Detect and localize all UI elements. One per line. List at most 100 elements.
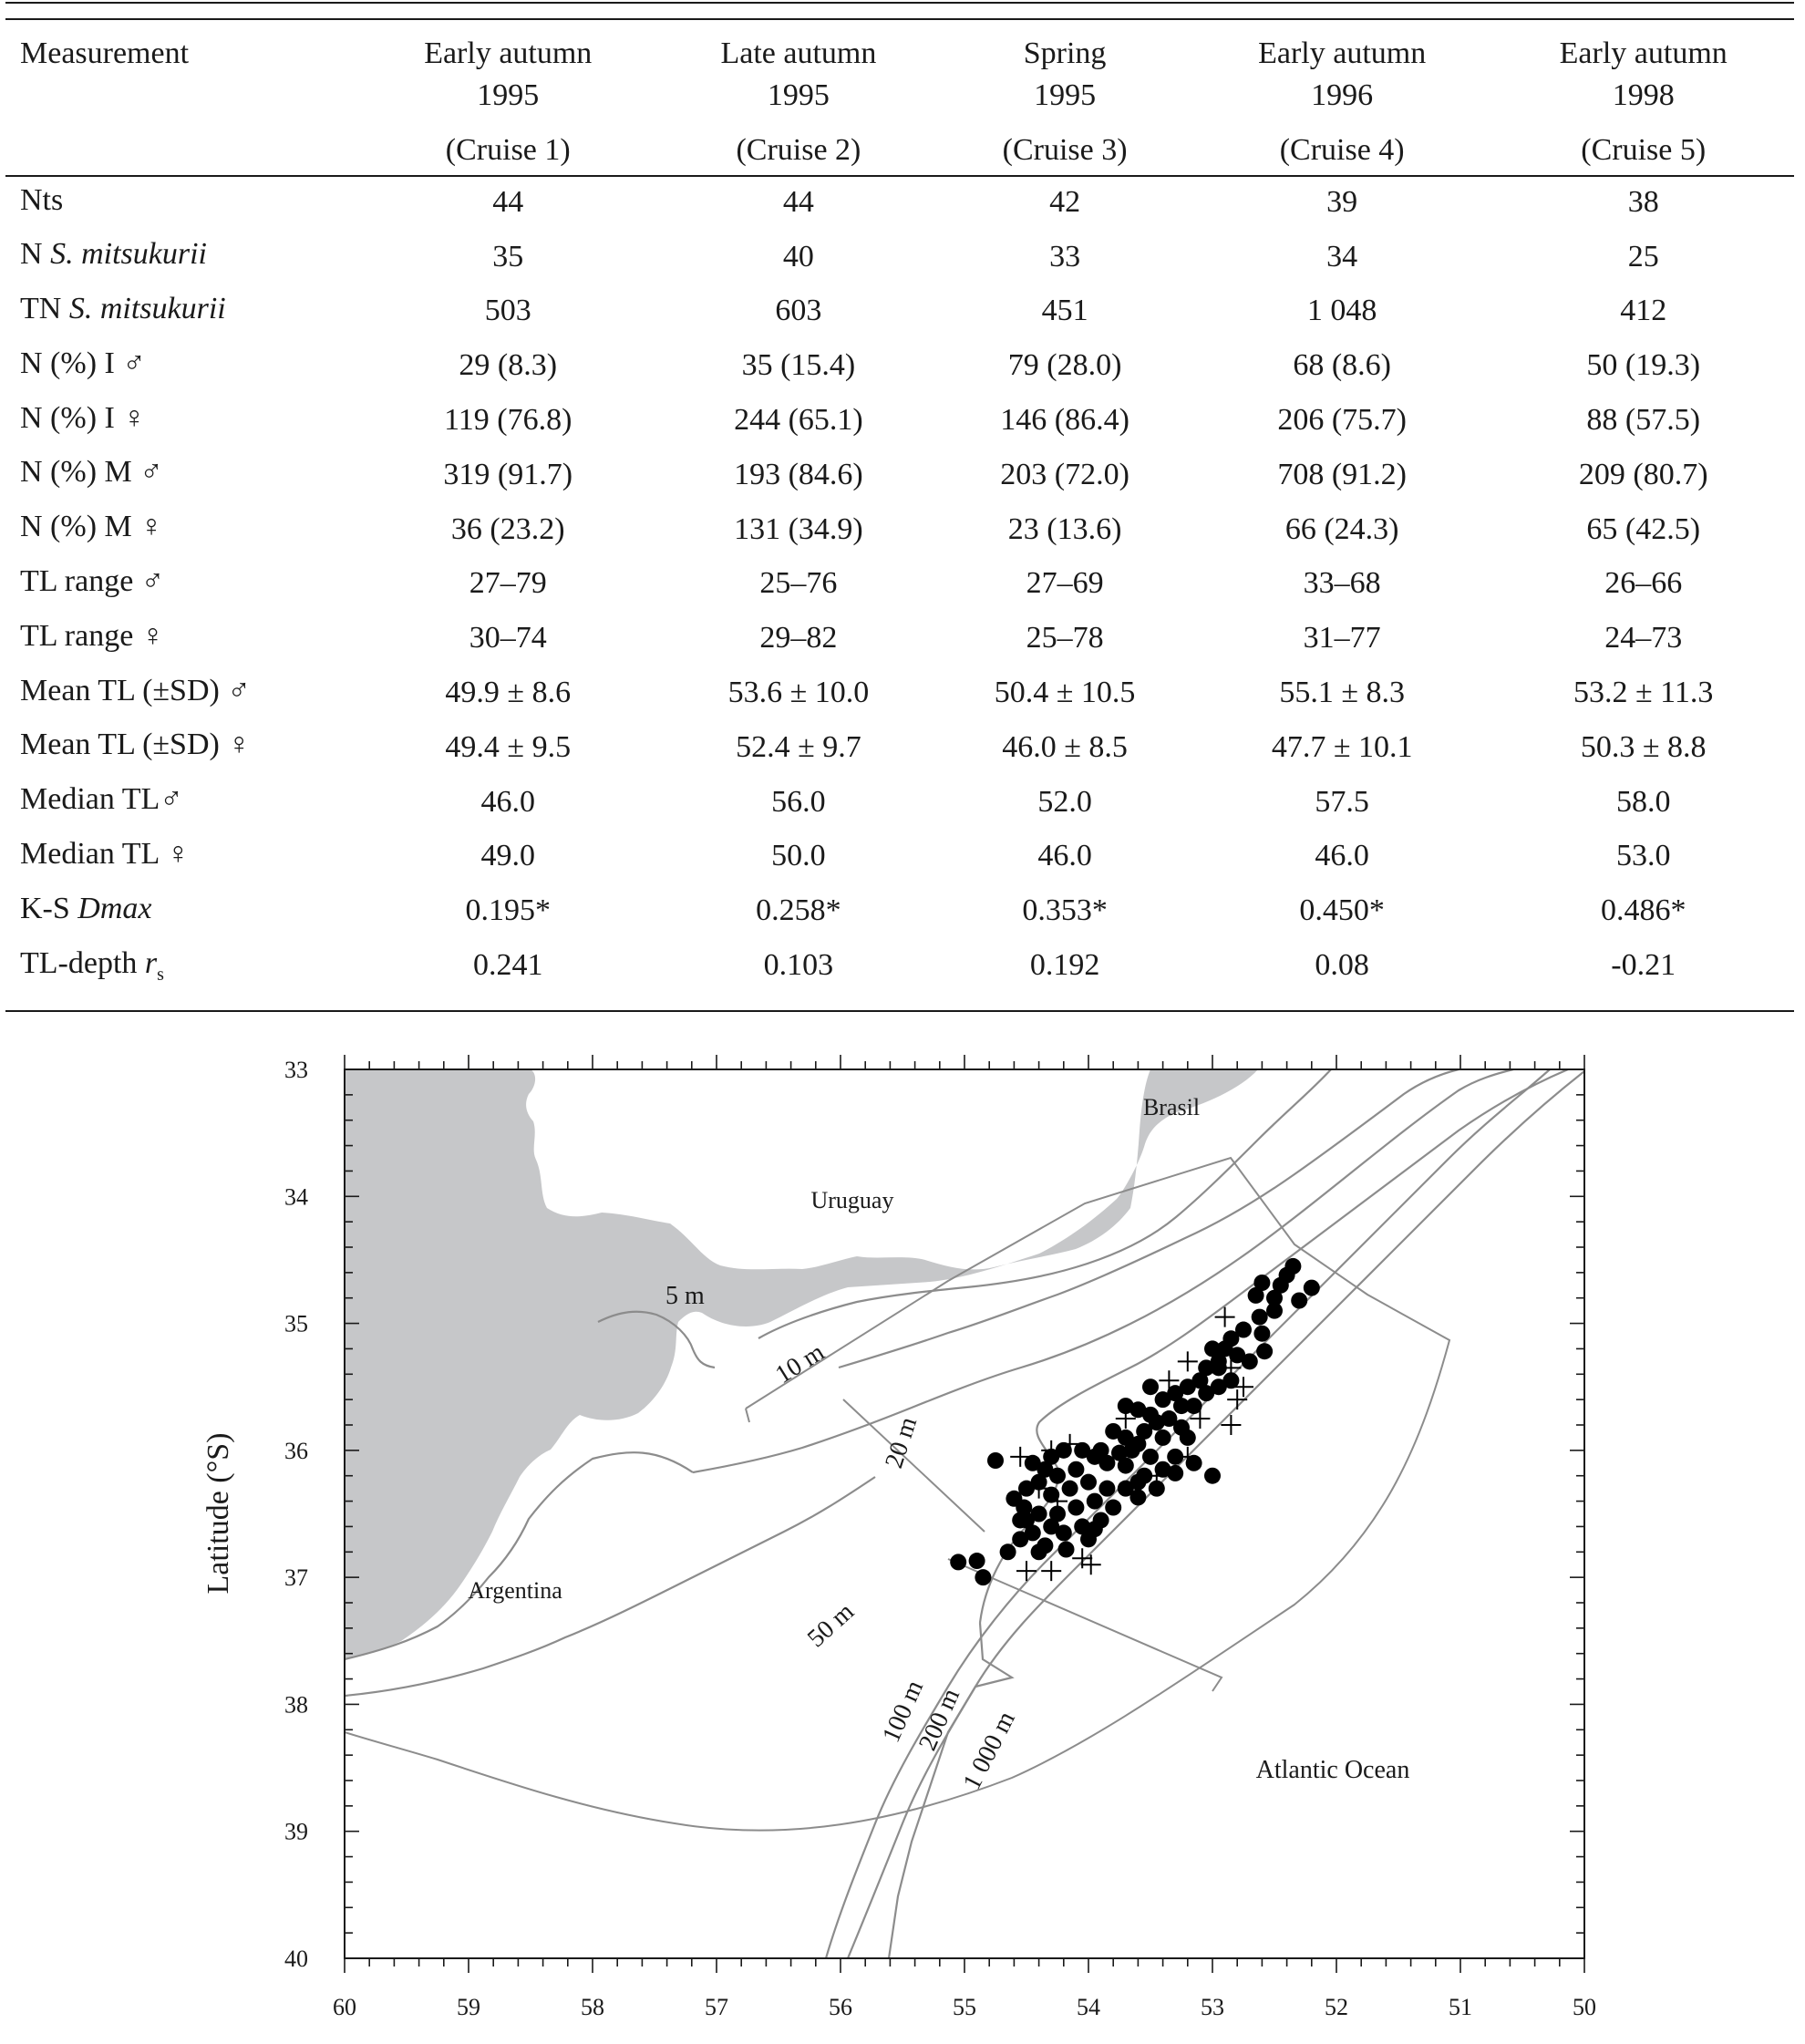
table-cell: 47.7 ± 10.1: [1271, 729, 1413, 764]
lon-tick-label: 54: [1077, 1994, 1100, 2020]
station-dot: [1074, 1518, 1091, 1535]
station-markers: [950, 1257, 1320, 1586]
row-label: N S. mitsukurii: [20, 237, 207, 272]
station-plus: [1214, 1306, 1235, 1327]
station-plus: [1041, 1561, 1062, 1582]
station-dot: [1142, 1378, 1159, 1396]
table-cell: 46.0: [480, 784, 536, 819]
table-cell: 412: [1620, 294, 1667, 328]
table-cell: 0.486*: [1600, 893, 1686, 928]
station-dot: [1057, 1541, 1075, 1558]
station-dot: [1086, 1492, 1103, 1510]
table-cell: 0.241: [473, 948, 543, 983]
y-axis-label: Latitude (°S): [201, 1433, 235, 1595]
station-dot: [1049, 1467, 1066, 1484]
station-dot: [1117, 1480, 1134, 1497]
table-row: Median TL ♀ 49.0 50.0 46.0 46.0 53.0: [5, 830, 1794, 884]
table-cell: 53.6 ± 10.0: [727, 676, 870, 710]
table-cell: 146 (86.4): [1000, 403, 1129, 438]
station-dot: [1129, 1489, 1147, 1506]
station-dot: [1098, 1480, 1116, 1497]
header-rule: [5, 175, 1794, 177]
table-cell: 27–69: [1026, 566, 1104, 601]
row-label: TL-depth rs: [20, 945, 164, 985]
col-header-cruise-4: Early autumn 1996 (Cruise 4): [1258, 36, 1427, 167]
station-dot: [1111, 1444, 1128, 1461]
isobath-1000m: [978, 1069, 1569, 1624]
table-cell: 49.9 ± 8.6: [445, 676, 572, 710]
table-cell: 0.353*: [1022, 893, 1108, 928]
table-cell: 319 (91.7): [443, 457, 573, 491]
station-dot: [1247, 1286, 1264, 1304]
station-dot: [1272, 1276, 1289, 1294]
station-dot: [1253, 1325, 1271, 1342]
boundary-west: [745, 1408, 750, 1423]
table-cell: 193 (84.6): [734, 457, 863, 491]
lon-tick-label: 56: [829, 1994, 852, 2020]
table-row: Mean TL (±SD) ♂ 49.9 ± 8.6 53.6 ± 10.0 50.4…: [5, 666, 1794, 720]
row-label: Nts: [20, 182, 64, 217]
station-dot: [1105, 1499, 1122, 1516]
table-row: N S. mitsukurii 35 40 33 34 25: [5, 230, 1794, 284]
station-plus: [1190, 1409, 1211, 1430]
lat-tick-label: 38: [284, 1691, 308, 1718]
table-cell: 451: [1041, 294, 1088, 328]
station-dot: [1198, 1385, 1215, 1402]
table-cell: 25: [1627, 239, 1659, 274]
station-dot: [1148, 1480, 1165, 1497]
station-dot: [1167, 1448, 1184, 1465]
lon-tick-label: 55: [953, 1994, 976, 2020]
table-cell: 33–68: [1303, 566, 1381, 601]
table-cell: 53.2 ± 11.3: [1573, 676, 1714, 710]
station-dot: [1266, 1289, 1283, 1306]
label-atlantic-ocean: Atlantic Ocean: [1256, 1756, 1410, 1784]
table-cell: 49.0: [480, 839, 536, 873]
station-dot: [1024, 1524, 1041, 1542]
table-row: TL range ♂ 27–79 25–76 27–69 33–68 26–66: [5, 557, 1794, 612]
station-dot: [1229, 1347, 1246, 1364]
lat-tick-label: 33: [284, 1057, 308, 1083]
axis-tick-labels: 33 34 35 36 37 38 39 40 60 59 58 57 56 55 54 53 52 51 50: [284, 1057, 1596, 2020]
table-cell: 50.0: [771, 839, 826, 873]
isobath-200m: [846, 1070, 1584, 1958]
label-brasil: Brasil: [1143, 1094, 1200, 1120]
table-cell: 708 (91.2): [1277, 457, 1407, 491]
station-dot: [1117, 1398, 1134, 1415]
table-cell: 503: [484, 294, 531, 328]
table-row: N (%) M ♂ 319 (91.7) 193 (84.6) 203 (72.0) 7…: [5, 448, 1794, 502]
table-cell: 53.0: [1615, 839, 1671, 873]
table-cell: 44: [782, 184, 814, 219]
table-cell: 31–77: [1303, 621, 1381, 656]
label-uruguay: Uruguay: [811, 1187, 894, 1213]
station-dot: [1241, 1353, 1258, 1370]
table-cell: 24–73: [1604, 621, 1683, 656]
station-plus: [1047, 1491, 1068, 1512]
top-rule-inner: [5, 18, 1794, 20]
station-dot: [1204, 1467, 1221, 1484]
station-plus: [1016, 1561, 1037, 1582]
table-cell: 56.0: [771, 784, 826, 819]
station-dot: [1198, 1359, 1215, 1377]
row-label: Mean TL (±SD) ♀: [20, 728, 251, 762]
table-cell: 0.450*: [1299, 893, 1385, 928]
lon-tick-label: 52: [1325, 1994, 1348, 2020]
station-dot: [1080, 1473, 1097, 1491]
table-row: K-S Dmax 0.195* 0.258* 0.353* 0.450* 0.486*: [5, 883, 1794, 938]
station-dot: [1049, 1505, 1066, 1523]
table-cell: 52.4 ± 9.7: [736, 729, 861, 764]
label-isobath-50m: 50 m: [802, 1597, 860, 1653]
row-label: Mean TL (±SD) ♂: [20, 673, 251, 707]
axis-ticks: [344, 1055, 1585, 1973]
table-cell: 25–78: [1026, 621, 1104, 656]
station-dot: [1105, 1422, 1122, 1440]
station-plus: [1227, 1389, 1248, 1410]
table-cell: 209 (80.7): [1578, 457, 1708, 491]
lat-tick-label: 40: [284, 1946, 308, 1972]
table-cell: 66 (24.3): [1284, 511, 1399, 546]
isobath-1000m-outer: [887, 1622, 1015, 1958]
table-cell: 26–66: [1604, 566, 1683, 601]
table-cell: 206 (75.7): [1277, 403, 1407, 438]
results-table: Measurement Early autumn 1995 (Cruise 1) …: [5, 18, 1794, 993]
row-label: N (%) M ♂: [20, 455, 163, 490]
lat-tick-label: 36: [284, 1438, 308, 1464]
